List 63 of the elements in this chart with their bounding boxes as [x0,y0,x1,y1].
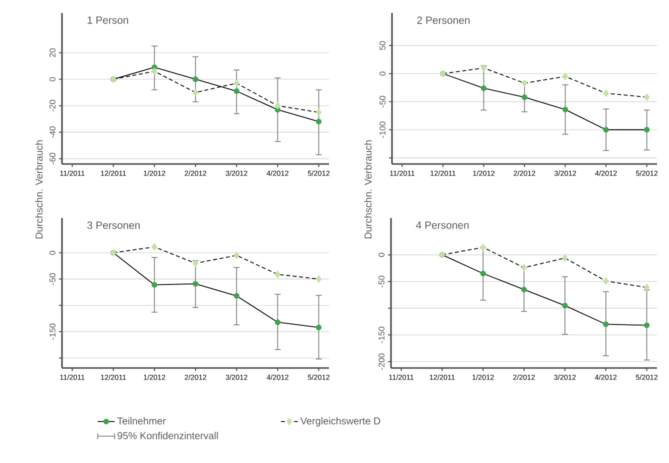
y-tick-label: -50 [380,96,386,108]
point [562,254,568,262]
y-axis-title: Durchschn. Verbrauch [364,140,372,238]
point [274,270,280,278]
y-tick-label: -150 [50,324,56,340]
y-tick-label: -60 [50,152,56,164]
point [480,244,486,251]
point [192,280,198,287]
y-tick-label: 50 [380,41,386,50]
y-tick-label: 0 [378,252,384,257]
point [480,64,487,72]
text: 95% Konfidenzintervall [118,432,218,440]
point [521,286,527,292]
point [152,243,158,251]
point [316,108,322,116]
point [603,90,609,97]
point [644,94,650,101]
point [644,126,650,133]
point [192,76,198,82]
point [192,260,198,267]
chart-title: 3 Personen [87,222,140,229]
point [152,282,158,288]
chart-title: 2 Personen [417,16,470,24]
point [644,322,650,328]
point [316,324,322,330]
y-tick-label: -50 [378,276,384,288]
y-tick-label: 0 [50,250,56,255]
y-axis-title: Durchschn. Verbrauch [35,140,43,238]
point [234,293,240,299]
point [521,264,527,272]
point [274,102,280,110]
y-tick-label: 0 [380,72,386,76]
point [522,80,528,87]
point [603,126,609,133]
y-tick-label: 0 [50,77,56,82]
point [562,302,568,308]
point [316,118,322,124]
point [316,275,322,283]
point [192,88,198,96]
y-tick-label: 20 [50,48,56,58]
point [562,72,568,80]
legend-label: Vergleichswerte D [300,417,380,426]
point [234,80,240,87]
point [234,88,240,94]
chart-title: 1 Person [88,16,128,24]
y-tick-label: -150 [378,326,384,343]
point [234,252,240,260]
point [562,106,568,112]
point [480,85,487,92]
point [603,277,609,285]
y-tick-label: -200 [378,353,384,370]
point [152,68,158,75]
point [644,284,650,292]
legend-label: Teilnehmer [117,417,166,424]
y-tick-label: -100 [380,122,386,138]
chart-title: 4 Personen [416,222,469,229]
y-tick-label: -40 [50,126,56,138]
point [274,319,280,326]
y-tick-label: -50 [50,273,56,285]
point [522,94,528,100]
point [480,270,486,276]
point [603,321,609,328]
y-tick-label: -20 [50,100,56,112]
